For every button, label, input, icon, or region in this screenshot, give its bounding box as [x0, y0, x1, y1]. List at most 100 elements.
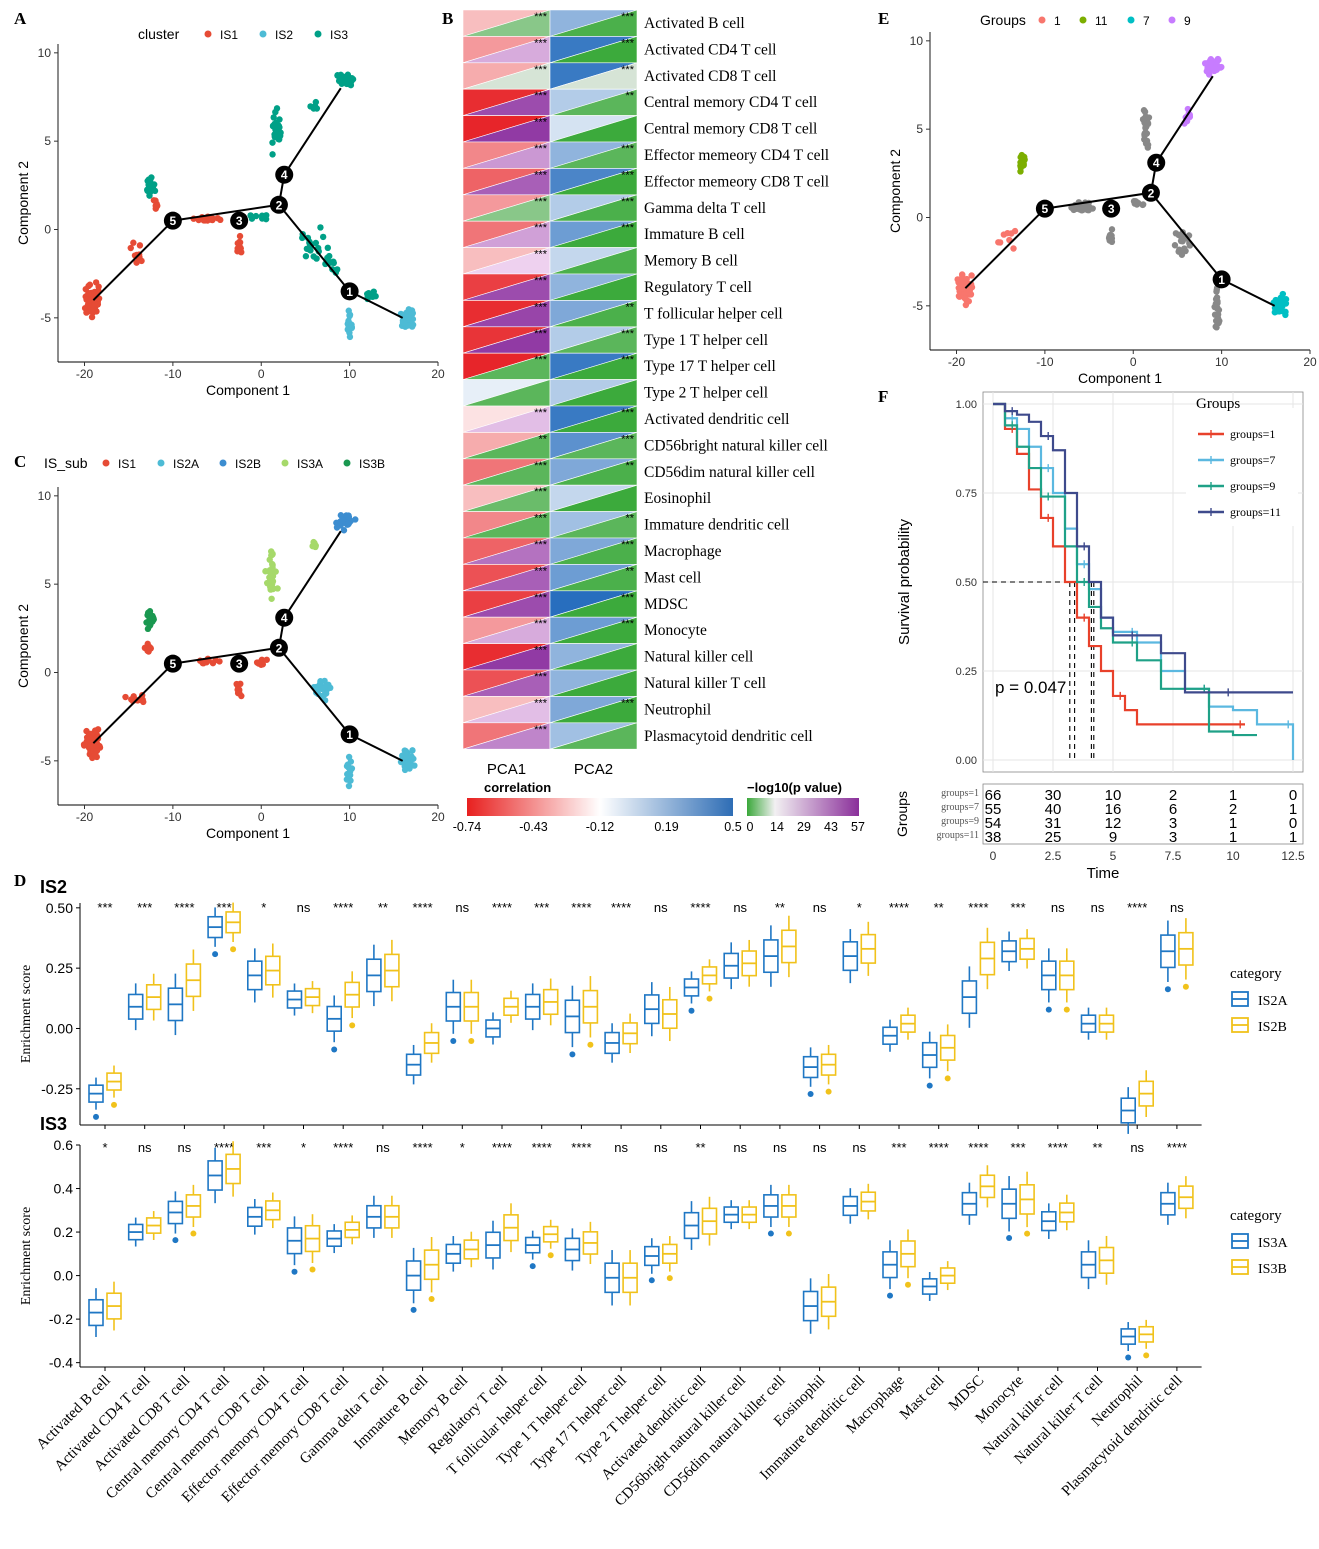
- censor-mark: [1080, 578, 1089, 586]
- legend-title: cluster: [138, 26, 180, 42]
- cell-point: [269, 139, 276, 146]
- y-axis-label: Component 2: [887, 149, 903, 233]
- branch-node: [275, 165, 294, 184]
- cell-point: [345, 520, 353, 527]
- significance-label: ****: [174, 900, 194, 915]
- risk-row-label: groups=9: [941, 816, 979, 827]
- legend-label: IS3B: [1258, 1262, 1287, 1277]
- outlier-point: [944, 1075, 951, 1082]
- cell-point: [326, 252, 333, 260]
- colorbar-tick-label: -0.43: [519, 820, 548, 834]
- significance-label: ****: [929, 1140, 949, 1155]
- trajectory-edge: [278, 204, 351, 292]
- outlier-point: [428, 1295, 435, 1302]
- cell-point: [88, 307, 95, 315]
- significance-label: ****: [1048, 1140, 1068, 1155]
- outlier-point: [212, 951, 219, 958]
- cell-point: [407, 753, 415, 760]
- trajectory-edge: [172, 646, 280, 665]
- panel-f-survival: 0.00 0.25 0.50 0.75 1.00 Survival probability…: [894, 391, 1305, 882]
- branch-node-label: 3: [236, 214, 243, 228]
- cell-point: [1141, 136, 1148, 143]
- significance-mark: ***: [534, 671, 548, 683]
- cell-point: [340, 527, 348, 534]
- y-tick-label: 0.25: [956, 666, 977, 678]
- cell-point: [147, 621, 154, 629]
- cell-point: [302, 253, 310, 260]
- significance-mark: ***: [534, 539, 548, 551]
- significance-label: ns: [614, 1140, 628, 1155]
- significance-label: ns: [813, 1140, 827, 1155]
- y-tick-label: 0.75: [956, 488, 977, 500]
- legend-swatch: [157, 459, 165, 467]
- significance-label: ****: [412, 900, 432, 915]
- risk-count: 1: [1229, 829, 1237, 846]
- risk-count: 40: [1045, 801, 1062, 818]
- trajectory-edge: [349, 290, 404, 319]
- x-tick-label: -20: [76, 810, 94, 824]
- trajectory-edge: [1044, 191, 1152, 210]
- branch-node-label: 4: [281, 611, 288, 625]
- significance-label: ****: [690, 900, 710, 915]
- heatmap-row-label: T follicular helper cell: [644, 305, 783, 322]
- cell-point: [83, 309, 90, 316]
- cell-point: [236, 243, 244, 251]
- cell-point: [152, 202, 160, 210]
- cell-point: [402, 753, 410, 761]
- heatmap-row-label: CD56bright natural killer cell: [644, 437, 828, 454]
- trajectory-edge: [1150, 192, 1223, 280]
- x-axis-label: Component 1: [206, 825, 290, 841]
- branch-node: [269, 195, 288, 214]
- censor-mark: [1284, 720, 1293, 729]
- cell-point: [1178, 235, 1186, 243]
- significance-mark: ***: [534, 513, 548, 525]
- branch-node-label: 1: [1218, 273, 1225, 287]
- significance-mark: ***: [621, 37, 635, 49]
- legend-label: 9: [1184, 14, 1191, 28]
- outlier-point: [767, 1230, 774, 1237]
- legend-swatch-mark: [1207, 508, 1215, 516]
- outlier-point: [547, 1252, 554, 1259]
- cell-point: [345, 307, 352, 314]
- branch-node-label: 1: [346, 728, 353, 742]
- cell-point: [404, 761, 412, 769]
- trajectory-edge: [92, 219, 174, 301]
- risk-count: 10: [1105, 787, 1122, 804]
- legend-label: 11: [1095, 14, 1108, 28]
- significance-label: *: [261, 900, 266, 915]
- cell-point: [252, 212, 260, 220]
- cell-point: [272, 568, 279, 575]
- corr-colorbar: [467, 798, 733, 816]
- branch-node: [1147, 153, 1166, 172]
- cell-point: [338, 75, 346, 82]
- outlier-point: [807, 1091, 814, 1098]
- legend-title: Groups: [980, 12, 1026, 28]
- cell-point: [1214, 304, 1221, 312]
- cell-point: [140, 698, 147, 706]
- cell-point: [405, 306, 412, 313]
- cell-point: [233, 680, 240, 688]
- significance-label: **: [378, 900, 388, 915]
- cell-point: [962, 301, 970, 309]
- heatmap-row-label: Activated CD4 T cell: [644, 41, 776, 58]
- heatmap-row-label: Gamma delta T cell: [644, 200, 766, 217]
- censor-mark: [1128, 631, 1137, 640]
- legend-label: 1: [1054, 14, 1061, 28]
- significance-label: ****: [492, 900, 512, 915]
- outlier-point: [825, 1088, 832, 1095]
- cell-point: [346, 329, 353, 336]
- cell-point: [1133, 201, 1141, 208]
- significance-label: ****: [532, 1140, 552, 1155]
- cell-point: [1010, 245, 1017, 252]
- cell-point: [1282, 300, 1290, 307]
- x-tick-label: 20: [431, 810, 445, 824]
- legend-swatch: [219, 459, 227, 467]
- significance-label: ns: [654, 1140, 668, 1155]
- outlier-point: [529, 1263, 536, 1270]
- cell-point: [88, 296, 95, 303]
- cell-point: [1139, 201, 1146, 209]
- censor-mark: [1044, 464, 1053, 473]
- outlier-point: [587, 1041, 594, 1048]
- significance-mark: ***: [534, 592, 548, 604]
- trajectory-edge: [172, 203, 280, 222]
